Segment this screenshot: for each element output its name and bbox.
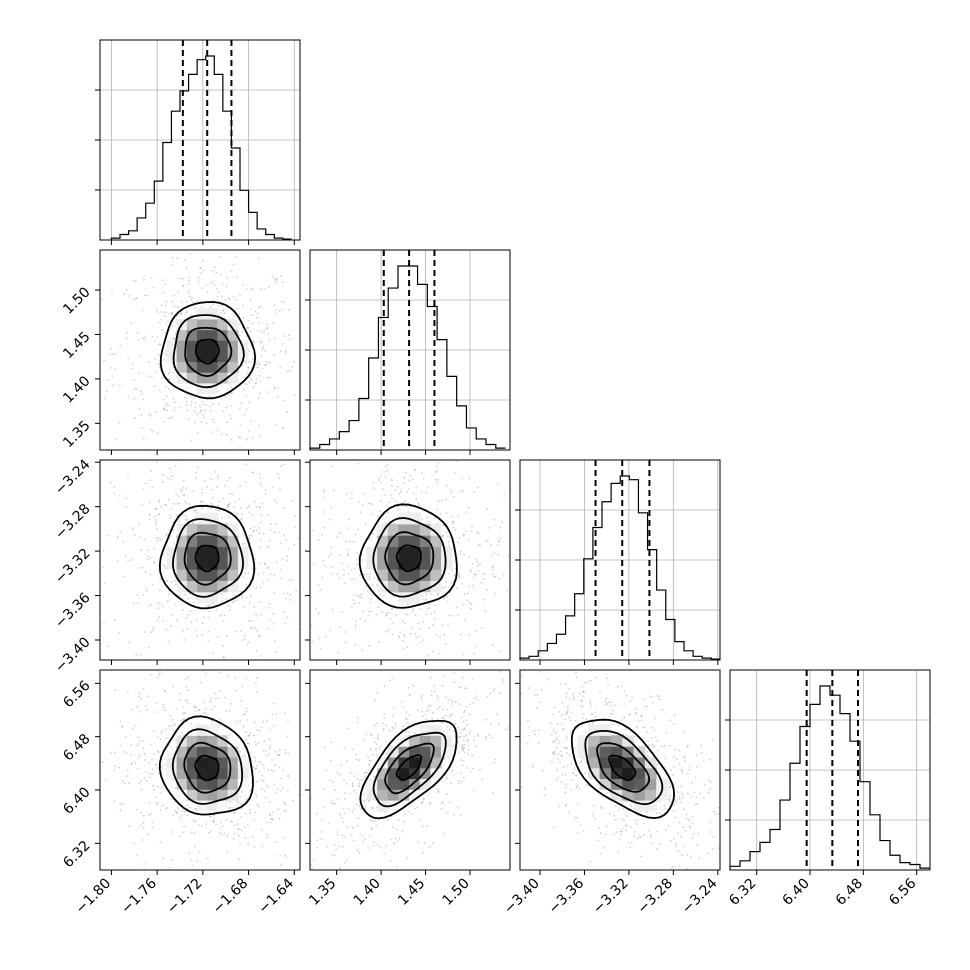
hist-frame-2 [519, 459, 721, 661]
xtick-label-2-1: −3.36 [546, 875, 588, 917]
ytick-label-1-0: 1.35 [60, 418, 93, 451]
contour-1-0-2 [172, 314, 245, 389]
xtick-label-2-0: −3.40 [501, 876, 543, 918]
pair-content-3-1 [310, 670, 510, 870]
xtick-label-3-3: 6.56 [886, 875, 919, 908]
ytick-label-2-2: −3.32 [52, 545, 94, 587]
contour-3-2-0 [608, 754, 637, 782]
contour-2-0-1 [183, 531, 232, 586]
contour-3-1-3 [359, 720, 458, 820]
pair-frame-3-1 [309, 669, 511, 871]
pair-panel-1-0 [99, 249, 301, 451]
pair-panel-3-2 [519, 669, 721, 871]
hist-panel-1 [305, 249, 511, 451]
contour-2-1-2 [372, 517, 447, 598]
contour-3-0-0 [194, 754, 220, 782]
hist-panel-0 [95, 39, 301, 241]
ytick-label-3-0: 6.32 [60, 838, 93, 871]
contour-1-0-0 [195, 338, 220, 365]
ytick-label-1-1: 1.40 [60, 373, 93, 406]
ytick-label-1-2: 1.45 [60, 329, 93, 362]
hist-panel-3 [725, 669, 931, 871]
pair-content-3-0 [101, 671, 300, 869]
xtick-label-3-2: 6.48 [833, 876, 866, 909]
pair-panel-2-1 [309, 459, 511, 661]
hist-bars-0 [110, 55, 292, 240]
ytick-label-3-3: 6.56 [60, 678, 93, 711]
ytick-label-3-2: 6.48 [60, 731, 93, 764]
scatter-points-3-2 [520, 670, 720, 870]
contour-3-1-2 [372, 731, 447, 808]
hist-bars-2 [519, 475, 721, 660]
hist-frame-0 [99, 39, 301, 241]
pair-panel-3-0 [99, 669, 301, 871]
contour-2-0-0 [194, 544, 220, 573]
hist-frame-3 [729, 669, 931, 871]
ytick-label-1-3: 1.50 [60, 284, 93, 317]
ytick-label-2-4: −3.24 [52, 457, 94, 499]
contour-3-0-3 [158, 715, 254, 816]
contour-1-0-1 [184, 327, 233, 378]
contour-1-0-3 [159, 301, 257, 400]
density-blocks-2-0 [166, 512, 249, 604]
ytick-label-3-1: 6.40 [60, 784, 93, 817]
pair-frame-1-0 [99, 249, 301, 451]
pair-content-2-0 [102, 460, 300, 659]
density-blocks-2-1 [366, 512, 453, 604]
xtick-label-3-0: 6.32 [726, 876, 759, 909]
hist-frame-1 [309, 249, 511, 451]
xtick-label-0-0: −1.80 [73, 876, 115, 918]
xtick-label-1-0: 1.35 [306, 876, 339, 909]
pair-content-1-0 [100, 250, 300, 450]
contour-3-2-2 [584, 729, 664, 806]
pair-panel-2-0 [99, 459, 301, 661]
contour-3-2-3 [570, 718, 676, 820]
ytick-label-2-1: −3.36 [52, 590, 94, 632]
contour-3-2-1 [596, 742, 651, 793]
hist-bars-3 [729, 685, 930, 870]
pair-frame-2-0 [99, 459, 301, 661]
xtick-label-2-2: −3.32 [590, 876, 632, 918]
contour-2-1-0 [395, 544, 422, 573]
xtick-label-0-3: −1.68 [210, 876, 252, 918]
pair-frame-3-0 [99, 669, 301, 871]
xtick-label-1-3: 1.50 [439, 876, 472, 909]
xtick-label-0-2: −1.72 [164, 876, 206, 918]
contour-2-0-2 [171, 518, 245, 598]
pair-content-3-2 [520, 670, 720, 870]
contour-2-0-3 [158, 504, 256, 610]
xtick-label-2-3: −3.28 [635, 876, 677, 918]
contour-3-0-2 [171, 728, 244, 805]
xtick-label-0-4: −1.64 [255, 875, 297, 917]
contour-2-1-3 [358, 503, 458, 609]
xtick-label-0-1: −1.76 [118, 875, 160, 917]
xtick-label-3-1: 6.40 [779, 876, 812, 909]
pair-frame-3-2 [519, 669, 721, 871]
contour-2-1-1 [384, 531, 435, 586]
contour-3-0-1 [183, 741, 232, 794]
xtick-label-2-4: −3.24 [679, 875, 721, 917]
hist-bars-1 [309, 265, 506, 450]
pair-panel-3-1 [309, 669, 511, 871]
density-blocks-1-0 [166, 308, 249, 394]
xtick-label-1-1: 1.40 [351, 876, 384, 909]
hist-panel-2 [515, 459, 721, 661]
density-blocks-3-0 [166, 724, 249, 812]
pair-content-2-1 [310, 460, 510, 657]
ytick-label-2-0: −3.40 [52, 634, 94, 676]
contour-3-1-1 [384, 742, 435, 795]
xtick-label-1-2: 1.45 [395, 876, 428, 909]
contour-3-1-0 [395, 754, 423, 782]
ytick-label-2-3: −3.28 [52, 501, 94, 543]
pair-frame-2-1 [309, 459, 511, 661]
